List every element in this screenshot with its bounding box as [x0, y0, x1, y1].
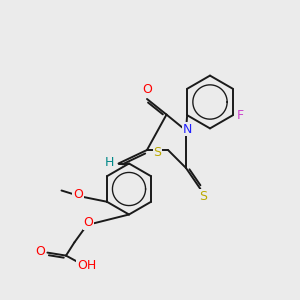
Text: O: O [35, 244, 45, 258]
Text: O: O [84, 216, 93, 229]
Text: F: F [237, 109, 244, 122]
Text: N: N [183, 122, 192, 136]
Text: S: S [154, 146, 161, 160]
Text: O: O [142, 83, 152, 97]
Text: S: S [200, 190, 207, 203]
Text: O: O [73, 188, 83, 202]
Text: OH: OH [77, 259, 96, 272]
Text: H: H [105, 155, 114, 169]
